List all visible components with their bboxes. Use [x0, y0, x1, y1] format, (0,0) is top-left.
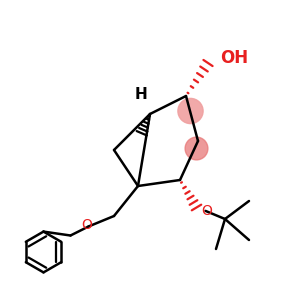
Text: OH: OH	[220, 49, 249, 67]
Text: O: O	[202, 204, 212, 218]
Circle shape	[185, 137, 208, 160]
Text: H: H	[135, 87, 147, 102]
Text: O: O	[82, 218, 92, 232]
Circle shape	[178, 98, 203, 124]
